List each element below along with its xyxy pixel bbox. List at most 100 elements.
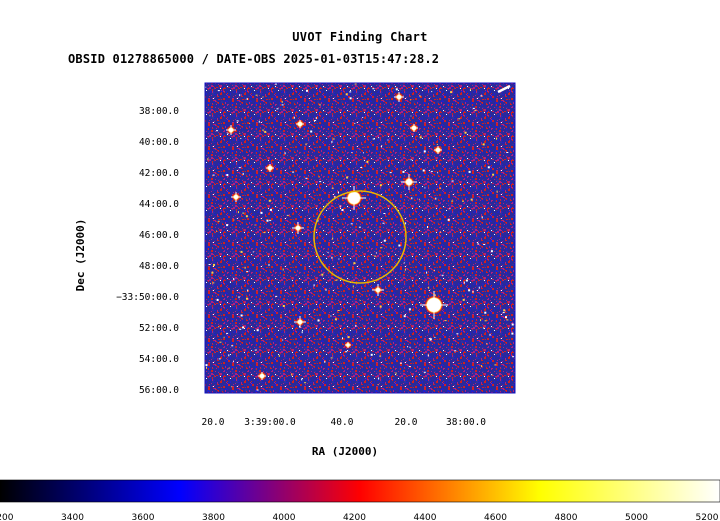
speckle — [345, 93, 348, 96]
speckle — [236, 120, 239, 122]
speckle — [478, 286, 480, 289]
speckle — [281, 104, 284, 106]
speckle — [404, 268, 406, 271]
speckle — [269, 219, 272, 221]
speckle — [354, 122, 356, 124]
speckle — [346, 176, 349, 179]
speckle — [260, 211, 263, 214]
speckle — [465, 279, 468, 282]
speckle — [332, 237, 334, 240]
speckle — [216, 230, 217, 232]
speckle — [239, 328, 242, 330]
speckle — [268, 263, 270, 266]
speckle — [228, 354, 230, 357]
speckle — [411, 197, 413, 200]
speckle — [266, 219, 269, 222]
speckle — [491, 374, 493, 376]
speckle — [431, 91, 433, 93]
speckle — [238, 211, 239, 214]
speckle — [409, 346, 411, 348]
speckle — [398, 244, 401, 247]
speckle — [469, 135, 471, 137]
speckle — [436, 144, 438, 145]
speckle — [486, 343, 488, 345]
star — [266, 164, 274, 172]
speckle — [362, 117, 364, 118]
speckle — [212, 174, 215, 176]
speckle — [349, 91, 352, 93]
speckle — [464, 131, 467, 134]
speckle — [262, 96, 264, 98]
speckle — [380, 247, 383, 249]
speckle — [313, 284, 315, 287]
speckle — [503, 309, 506, 312]
speckle — [506, 319, 509, 321]
speckle — [395, 372, 397, 375]
star — [231, 192, 241, 202]
speckle — [242, 172, 244, 175]
speckle — [351, 152, 353, 153]
speckle — [282, 268, 284, 271]
speckle — [327, 251, 329, 253]
speckle — [379, 355, 382, 357]
speckle — [383, 239, 386, 242]
colorbar-tick-label: 4200 — [343, 513, 366, 521]
speckle — [233, 360, 234, 362]
speckle — [408, 308, 411, 311]
speckle — [423, 371, 426, 373]
speckle — [379, 184, 382, 187]
star — [226, 125, 236, 135]
speckle — [319, 103, 321, 106]
speckle — [275, 295, 278, 297]
speckle — [360, 167, 363, 168]
colorbar-tick-label: 4800 — [555, 513, 578, 521]
colorbar-tick-label: 3600 — [132, 513, 155, 521]
speckle — [258, 120, 260, 123]
speckle — [502, 312, 505, 314]
speckle — [229, 281, 231, 283]
star-field — [226, 84, 511, 380]
speckle — [371, 109, 373, 111]
speckle — [372, 88, 375, 90]
speckle — [339, 205, 341, 208]
dec-tick-labels: 38:00.0 40:00.0 42:00.0 44:00.0 46:00.0 48:00… — [116, 106, 179, 396]
sky-image — [205, 83, 515, 393]
colorbar — [0, 479, 720, 503]
speckle — [246, 297, 248, 300]
speckle — [354, 83, 357, 85]
speckle — [216, 298, 219, 301]
star — [342, 186, 366, 210]
speckle — [330, 357, 333, 359]
speckle — [310, 130, 313, 133]
speckle — [378, 377, 380, 380]
speckle — [276, 108, 279, 110]
speckle — [381, 145, 382, 148]
speckle — [496, 190, 498, 193]
colorbar-tick-label: 3200 — [0, 513, 14, 521]
x-axis-label: RA (J2000) — [312, 445, 378, 458]
star — [434, 146, 442, 154]
speckle — [264, 130, 267, 133]
speckle — [205, 86, 207, 88]
speckle — [482, 143, 485, 146]
speckle — [483, 244, 486, 245]
speckle — [413, 183, 415, 185]
speckle — [490, 250, 493, 253]
speckle — [355, 324, 357, 327]
speckle — [378, 137, 380, 139]
speckle — [426, 271, 428, 274]
speckle — [331, 140, 333, 143]
speckle — [353, 262, 356, 265]
speckle — [447, 218, 450, 221]
speckle — [472, 291, 474, 293]
chart-subtitle: OBSID 01278865000 / DATE-OBS 2025-01-03T… — [68, 52, 440, 66]
speckle — [389, 172, 392, 174]
speckle — [374, 255, 376, 257]
speckle — [208, 264, 211, 265]
speckle — [262, 129, 265, 131]
speckle — [240, 138, 242, 139]
speckle — [330, 315, 332, 317]
speckle — [233, 219, 235, 221]
speckle — [410, 159, 412, 161]
speckle — [240, 250, 243, 253]
